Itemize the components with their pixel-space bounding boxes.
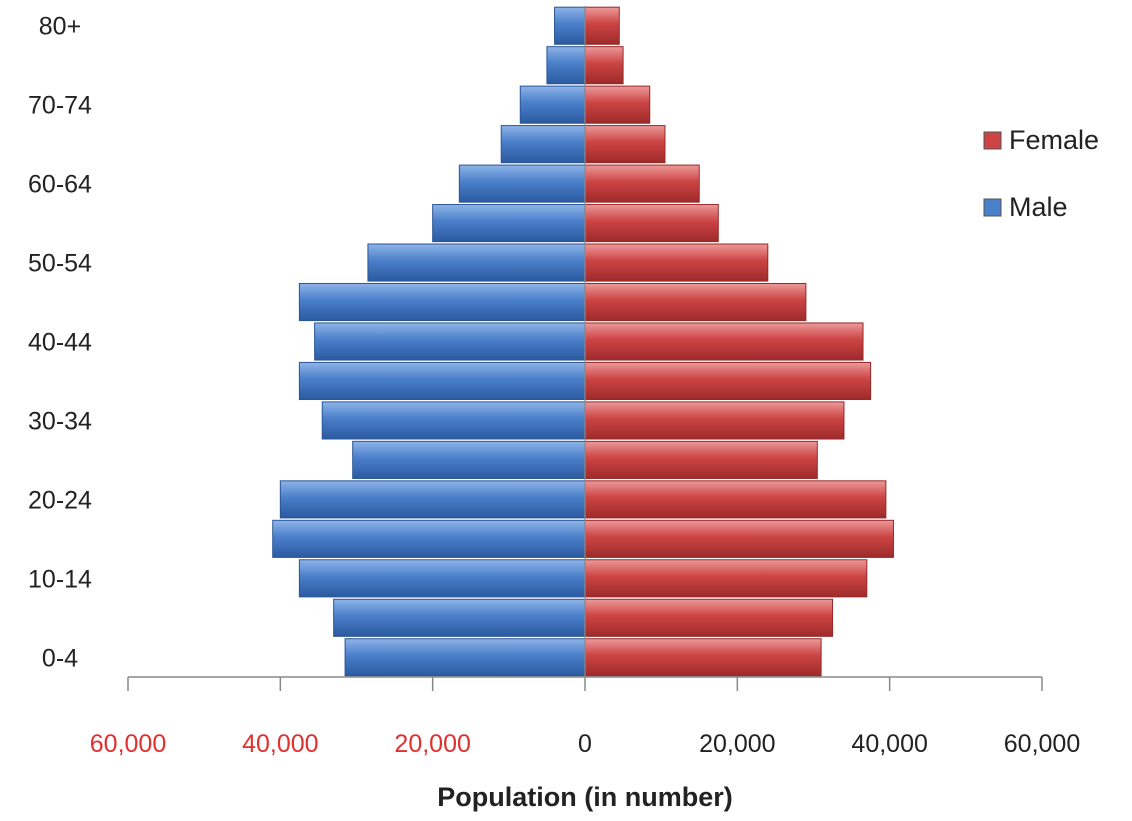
x-tick-label: 40,000 bbox=[851, 730, 927, 758]
bar-male-75-79 bbox=[546, 46, 586, 85]
x-tick-label: 20,000 bbox=[699, 730, 775, 758]
bar-female-50-54 bbox=[584, 243, 769, 282]
bar-male-30-34 bbox=[321, 401, 586, 440]
y-axis-tick-labels: 0-4 10-14 20-24 30-34 40-44 50-54 60-64 70-74 80… bbox=[28, 13, 92, 673]
bar-male-15-19 bbox=[272, 519, 586, 558]
bar-male-45-49 bbox=[298, 282, 586, 322]
bar-female-45-49 bbox=[584, 282, 807, 322]
bar-female-55-59 bbox=[584, 204, 719, 243]
y-tick-label: 80+ bbox=[39, 13, 81, 41]
x-axis-title: Population (in number) bbox=[437, 782, 732, 812]
y-tick-label: 50-54 bbox=[28, 250, 92, 278]
bar-female-15-19 bbox=[584, 519, 894, 558]
bar-male-50-54 bbox=[367, 243, 586, 282]
bar-male-0-4 bbox=[344, 638, 586, 677]
bars-layer bbox=[272, 6, 894, 677]
bar-male-80+ bbox=[554, 6, 586, 45]
y-tick-label: 40-44 bbox=[28, 329, 92, 357]
bar-male-40-44 bbox=[314, 322, 586, 361]
bar-female-60-64 bbox=[584, 164, 700, 203]
bar-male-10-14 bbox=[298, 559, 586, 598]
legend-label-male: Male bbox=[1009, 192, 1068, 222]
x-axis bbox=[127, 6, 1043, 691]
y-tick-label: 10-14 bbox=[28, 565, 92, 593]
bar-female-35-39 bbox=[584, 361, 872, 401]
bar-female-75-79 bbox=[584, 46, 624, 85]
bar-male-20-24 bbox=[279, 480, 586, 519]
legend-swatch-female bbox=[983, 131, 1002, 150]
bar-female-30-34 bbox=[584, 401, 845, 440]
bar-female-20-24 bbox=[584, 480, 887, 519]
bar-male-60-64 bbox=[458, 164, 586, 203]
x-tick-label: 60,000 bbox=[1004, 730, 1080, 758]
bar-female-70-74 bbox=[584, 85, 651, 124]
y-tick-label: 0-4 bbox=[42, 644, 78, 672]
x-axis-tick-labels: 60,000 40,000 20,000 0 20,000 40,000 60,000 bbox=[90, 730, 1080, 758]
bar-female-10-14 bbox=[584, 559, 868, 598]
bar-male-35-39 bbox=[298, 361, 586, 401]
x-tick-label: 20,000 bbox=[394, 730, 470, 758]
x-tick-label: 40,000 bbox=[242, 730, 318, 758]
bar-female-40-44 bbox=[584, 322, 864, 361]
legend-label-female: Female bbox=[1009, 125, 1099, 155]
y-tick-label: 60-64 bbox=[28, 171, 92, 199]
y-tick-label: 30-34 bbox=[28, 407, 92, 435]
bar-female-80+ bbox=[584, 6, 620, 45]
legend-swatch-male bbox=[983, 198, 1002, 217]
legend: Female Male bbox=[983, 125, 1099, 222]
bar-female-25-29 bbox=[584, 440, 818, 479]
bar-female-5-9 bbox=[584, 598, 834, 637]
bar-female-65-69 bbox=[584, 125, 666, 164]
bar-male-5-9 bbox=[333, 598, 586, 637]
bar-female-0-4 bbox=[584, 638, 822, 677]
bar-male-65-69 bbox=[500, 125, 586, 164]
y-tick-label: 20-24 bbox=[28, 486, 92, 514]
x-tick-label: 0 bbox=[578, 730, 592, 758]
y-tick-label: 70-74 bbox=[28, 92, 92, 120]
bar-male-70-74 bbox=[519, 85, 586, 124]
bar-male-25-29 bbox=[352, 440, 586, 479]
bar-male-55-59 bbox=[432, 204, 586, 243]
x-tick-label: 60,000 bbox=[90, 730, 166, 758]
